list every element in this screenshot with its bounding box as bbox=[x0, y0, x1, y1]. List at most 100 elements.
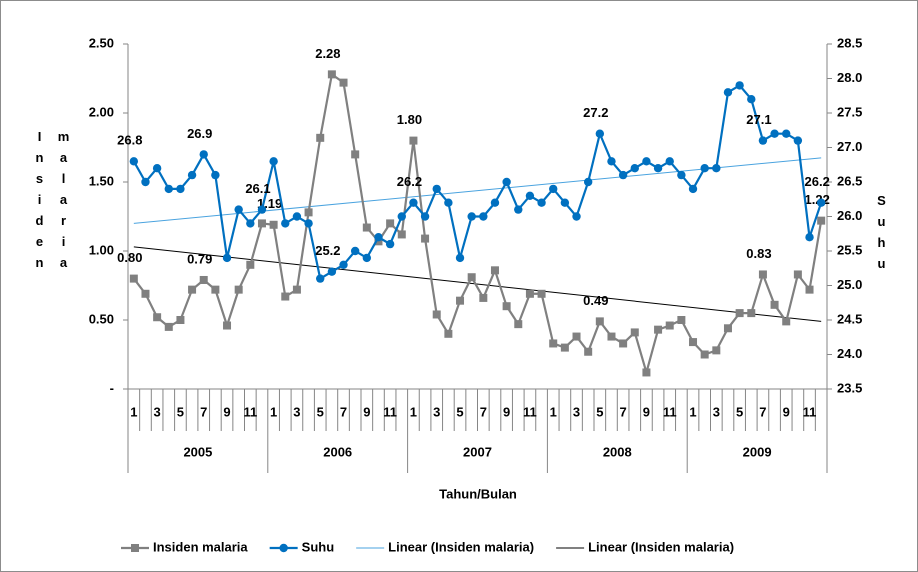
data-point bbox=[234, 285, 243, 294]
x-tick-label: 11 bbox=[243, 404, 257, 419]
data-point bbox=[816, 198, 826, 207]
data-point bbox=[619, 339, 628, 348]
y2-tick-label: 24.0 bbox=[837, 346, 862, 361]
data-label: 26.1 bbox=[245, 181, 270, 196]
data-point bbox=[572, 212, 581, 221]
data-point bbox=[153, 313, 162, 322]
data-point bbox=[397, 212, 406, 221]
x-tick-label: 3 bbox=[573, 404, 580, 419]
data-point bbox=[455, 253, 465, 263]
x-tick-label: 3 bbox=[293, 404, 300, 419]
data-point bbox=[339, 260, 348, 269]
data-point bbox=[618, 170, 628, 180]
y2-tick-label: 25.5 bbox=[837, 242, 862, 257]
data-point bbox=[514, 205, 523, 214]
data-point bbox=[129, 157, 139, 166]
y2-tick-label: 27.5 bbox=[837, 104, 862, 119]
data-point bbox=[688, 184, 698, 194]
y2-tick-label: 24.5 bbox=[837, 311, 862, 326]
data-point bbox=[735, 81, 744, 90]
data-point bbox=[246, 219, 255, 228]
data-point bbox=[362, 253, 372, 263]
data-point bbox=[187, 170, 197, 180]
legend-label: Suhu bbox=[302, 539, 335, 554]
data-point bbox=[432, 184, 441, 194]
x-tick-label: 7 bbox=[200, 404, 207, 419]
data-point bbox=[304, 219, 313, 228]
data-point bbox=[129, 274, 138, 283]
data-point bbox=[269, 220, 278, 229]
data-point bbox=[467, 212, 476, 221]
x-tick-label: 9 bbox=[783, 404, 790, 419]
x-tick-label: 7 bbox=[340, 404, 347, 419]
x-tick-label: 5 bbox=[177, 404, 184, 419]
data-point bbox=[176, 316, 185, 324]
data-point bbox=[560, 343, 569, 352]
data-point bbox=[630, 328, 639, 337]
x-tick-label: 11 bbox=[803, 404, 817, 419]
x-axis-title: Tahun/Bulan bbox=[439, 486, 517, 501]
data-label: 1.80 bbox=[397, 112, 422, 127]
data-point bbox=[747, 309, 756, 318]
x-group-label: 2009 bbox=[743, 444, 772, 459]
x-tick-label: 9 bbox=[643, 404, 650, 419]
x-tick-label: 7 bbox=[480, 404, 487, 419]
data-point bbox=[211, 285, 220, 294]
data-label: 0.80 bbox=[117, 250, 142, 265]
data-point bbox=[420, 212, 430, 221]
data-point bbox=[514, 320, 523, 329]
x-group-label: 2007 bbox=[463, 444, 492, 459]
series-line bbox=[132, 83, 823, 281]
x-tick-label: 3 bbox=[154, 404, 161, 419]
data-point bbox=[421, 234, 430, 243]
x-tick-label: 1 bbox=[270, 404, 277, 419]
data-point bbox=[479, 293, 488, 302]
y-axis-title: Insiden malaria bbox=[32, 129, 71, 276]
data-point bbox=[607, 332, 616, 341]
data-point bbox=[467, 273, 476, 282]
y-tick-label: 2.50 bbox=[89, 35, 114, 50]
data-point bbox=[770, 300, 779, 309]
y2-tick-label: 26.0 bbox=[837, 208, 862, 223]
x-tick-label: 7 bbox=[759, 404, 766, 419]
data-point bbox=[700, 350, 709, 359]
data-point bbox=[164, 184, 173, 194]
data-point bbox=[257, 219, 266, 228]
x-tick-label: 9 bbox=[363, 404, 370, 419]
x-tick-label: 11 bbox=[663, 404, 677, 419]
data-point bbox=[257, 205, 267, 214]
data-point bbox=[397, 230, 406, 239]
y-tick-label: 2.00 bbox=[89, 104, 114, 119]
x-tick-label: 7 bbox=[620, 404, 627, 419]
data-label: 26.9 bbox=[187, 126, 212, 141]
y-tick-label: 1.50 bbox=[89, 173, 114, 188]
data-point bbox=[141, 289, 150, 298]
data-point bbox=[584, 347, 593, 356]
data-point bbox=[549, 184, 558, 194]
data-label: 27.2 bbox=[583, 105, 608, 120]
data-point bbox=[805, 233, 814, 242]
data-point bbox=[630, 164, 639, 173]
data-point bbox=[572, 332, 581, 341]
data-point bbox=[723, 324, 732, 333]
data-point bbox=[386, 219, 395, 228]
data-point bbox=[525, 289, 534, 298]
data-point bbox=[409, 198, 418, 207]
data-point bbox=[409, 136, 418, 145]
data-point bbox=[362, 223, 371, 232]
legend-marker bbox=[279, 543, 288, 553]
data-point bbox=[747, 95, 756, 104]
data-point bbox=[351, 150, 360, 159]
data-point bbox=[700, 164, 709, 173]
data-point bbox=[223, 321, 232, 330]
x-tick-label: 5 bbox=[736, 404, 743, 419]
data-point bbox=[316, 274, 325, 283]
data-point bbox=[222, 253, 232, 263]
data-label: 26.2 bbox=[805, 174, 830, 189]
data-point bbox=[199, 275, 208, 284]
y2-tick-label: 28.0 bbox=[837, 70, 862, 85]
y2-tick-label: 25.0 bbox=[837, 277, 862, 292]
data-point bbox=[490, 198, 500, 207]
data-point bbox=[350, 246, 360, 256]
data-point bbox=[444, 329, 453, 338]
